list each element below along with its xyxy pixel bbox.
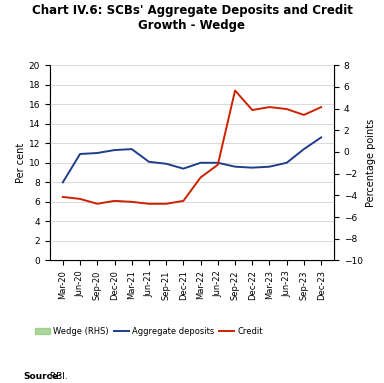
Y-axis label: Per cent: Per cent [16, 142, 26, 183]
Text: Chart IV.6: SCBs' Aggregate Deposits and Credit
Growth - Wedge: Chart IV.6: SCBs' Aggregate Deposits and… [31, 4, 353, 32]
Text: Source:: Source: [23, 372, 62, 381]
Text: RBI.: RBI. [47, 372, 68, 381]
Y-axis label: Percentage points: Percentage points [366, 119, 376, 207]
Legend: Wedge (RHS), Aggregate deposits, Credit: Wedge (RHS), Aggregate deposits, Credit [31, 323, 266, 339]
